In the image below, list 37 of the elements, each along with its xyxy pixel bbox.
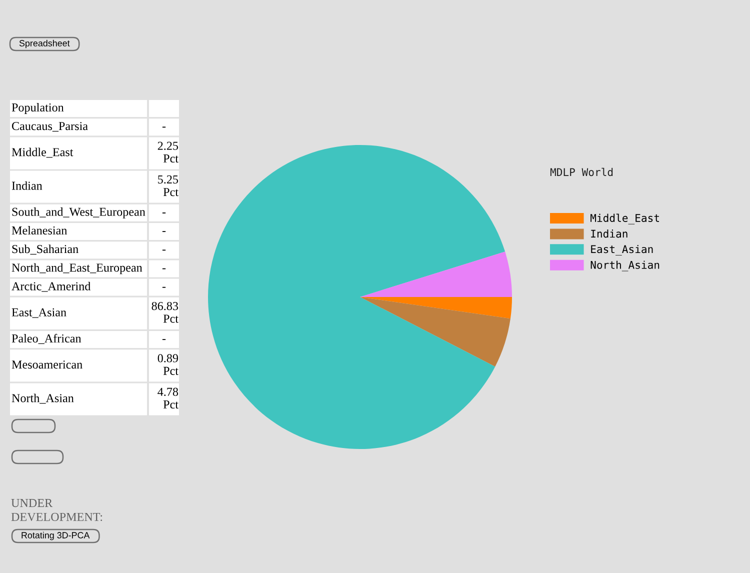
legend-label: East_Asian [591,244,653,256]
category-label: North_and_East_European [12,263,142,274]
text: - [162,286,166,288]
text: Population [12,103,64,114]
category-label: Indian [12,181,42,190]
text: 5.25 Pct [158,175,178,196]
category-label: Melanesian [12,226,68,235]
category-label: East_Asian [12,308,66,318]
text: UNDER DEVELOPMENT: [11,499,102,522]
text: 0.89 Pct [158,354,178,375]
category-label: Middle_East [12,148,74,158]
text: Rotating 3D-PCA [22,532,90,540]
text: - [162,212,166,214]
text: 86.83 Pct [152,302,178,323]
text: Spreadsheet [19,40,70,48]
legend-label: Middle_East [590,214,659,224]
category-label: Sub_Saharian [12,244,78,255]
text: - [162,231,166,232]
text: 2.25 Pct [158,142,178,163]
pie-slice [360,252,512,297]
category-label: North_Asian [12,394,74,404]
text: - [162,126,166,128]
category-label: Caucaus_Parsia [12,122,88,132]
category-label: South_and_West_European [12,207,146,218]
text: - [162,339,166,340]
text: 4.78 Pct [158,388,178,409]
legend-label: Indian [591,230,628,238]
category-label: Arctic_Amerind [12,282,91,292]
text: - [162,268,166,270]
category-label: Mesoamerican [12,360,82,369]
text: MDLP World [550,168,613,176]
text: - [162,250,166,251]
pie-slice [360,297,510,367]
legend-label: North_Asian [590,260,660,272]
pie-slice [208,145,506,449]
pie-slice [360,297,512,319]
category-label: Paleo_African [12,334,82,344]
